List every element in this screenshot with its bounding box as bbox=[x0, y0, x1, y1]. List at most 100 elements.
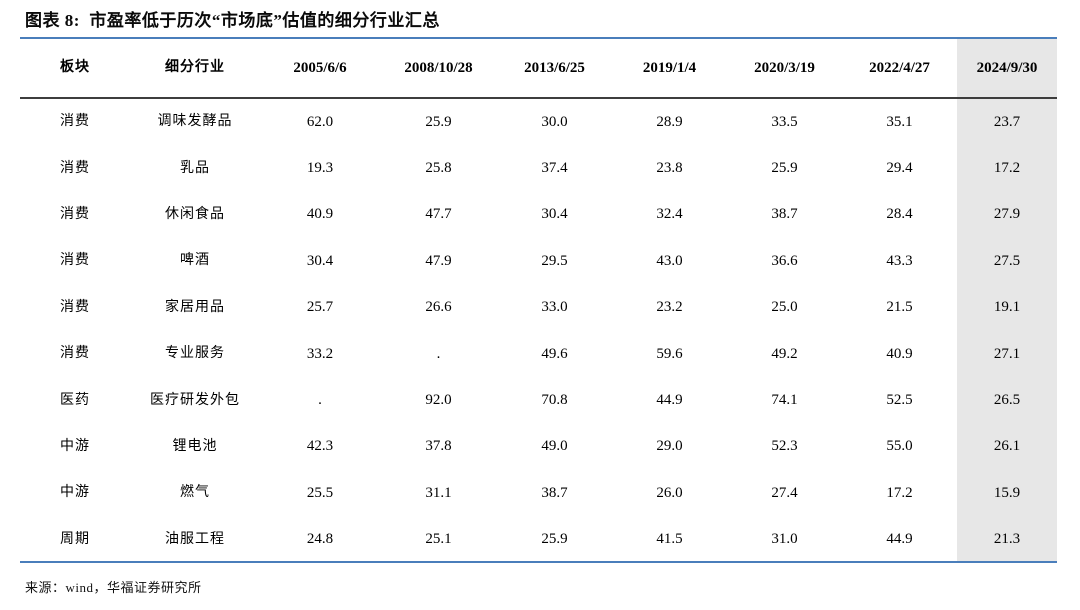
pe-value-cell: 25.9 bbox=[425, 113, 452, 130]
table-row: 消费 乳品 19.3 25.8 37.4 23.8 25.9 29.4 17.2 bbox=[20, 145, 1057, 192]
table-row: 周期 油服工程 24.8 25.1 25.9 41.5 31.0 44.9 21.3 bbox=[20, 516, 1057, 563]
sector-cell: 消费 bbox=[60, 206, 90, 222]
pe-value-cell: 55.0 bbox=[886, 438, 913, 455]
pe-value-cell: 33.2 bbox=[306, 345, 334, 362]
table-row: 消费 啤酒 30.4 47.9 29.5 43.0 36.6 43.3 27.5 bbox=[20, 238, 1057, 285]
figure-title: 图表 8: 市盈率低于历次“市场底”估值的细分行业汇总 bbox=[25, 11, 440, 30]
pe-value-cell: 27.1 bbox=[957, 330, 1057, 378]
sector-cell: 消费 bbox=[60, 160, 90, 176]
sector-cell: 周期 bbox=[60, 531, 90, 547]
header-cell-0: 板块 bbox=[60, 60, 90, 75]
header-cell-8: 2024/9/30 bbox=[957, 39, 1057, 97]
pe-value-cell: 52.3 bbox=[771, 438, 798, 455]
sector-cell: 中游 bbox=[60, 438, 90, 454]
pe-value-cell: 43.0 bbox=[656, 252, 683, 269]
industry-cell: 调味发酵品 bbox=[157, 114, 233, 130]
pe-value-cell: 49.0 bbox=[541, 438, 568, 455]
industry-cell: 燃气 bbox=[180, 485, 210, 501]
pe-value-cell: 49.6 bbox=[541, 345, 568, 362]
pe-value-cell: 21.5 bbox=[886, 299, 913, 316]
table-row: 中游 燃气 25.5 31.1 38.7 26.0 27.4 17.2 15.9 bbox=[20, 470, 1057, 517]
sector-cell: 消费 bbox=[60, 114, 90, 130]
pe-value-cell: 17.2 bbox=[957, 145, 1057, 192]
pe-value-cell: 33.0 bbox=[541, 299, 568, 316]
pe-value-cell: 31.1 bbox=[425, 484, 452, 501]
pe-value-cell: 17.2 bbox=[886, 484, 913, 501]
pe-value-cell: 59.6 bbox=[656, 345, 683, 362]
pe-value-cell: 27.5 bbox=[957, 238, 1057, 285]
table-bottom-rule bbox=[20, 561, 1057, 563]
table-body: 消费 调味发酵品 62.0 25.9 30.0 28.9 33.5 35.1 23.7 消费 乳品 1… bbox=[20, 99, 1057, 563]
header-cell-7: 2022/4/27 bbox=[869, 59, 930, 76]
pe-value-cell: 47.7 bbox=[425, 206, 452, 223]
pe-value-cell: 27.4 bbox=[771, 484, 798, 501]
header-cell-5: 2019/1/4 bbox=[642, 59, 697, 76]
pe-value-cell: 37.8 bbox=[425, 438, 452, 455]
pe-value-cell: 49.2 bbox=[771, 345, 798, 362]
pe-value-cell: 62.0 bbox=[306, 113, 334, 130]
source-note: 来源：wind，华福证券研究所 bbox=[25, 580, 202, 595]
header-cell-1: 细分行业 bbox=[165, 60, 225, 75]
pe-value-cell: 30.0 bbox=[541, 113, 568, 130]
industry-cell: 休闲食品 bbox=[165, 206, 225, 222]
pe-value-cell: 26.0 bbox=[656, 484, 683, 501]
pe-value-cell: 27.9 bbox=[957, 191, 1057, 239]
pe-value-cell: 29.0 bbox=[656, 438, 683, 455]
table-row: 消费 专业服务 33.2. 49.6 59.6 49.2 40.9 27.1 bbox=[20, 330, 1057, 378]
industry-cell: 油服工程 bbox=[165, 531, 225, 547]
pe-value-cell: 19.3 bbox=[306, 160, 334, 177]
pe-value-cell: 19.1 bbox=[957, 284, 1057, 331]
pe-value-cell: 32.4 bbox=[656, 206, 683, 223]
pe-value-cell: 40.9 bbox=[306, 206, 334, 223]
pe-value-cell: . bbox=[436, 345, 441, 362]
industry-cell: 乳品 bbox=[180, 160, 210, 176]
pe-value-cell: 38.7 bbox=[771, 206, 798, 223]
industry-cell: 医疗研发外包 bbox=[150, 392, 240, 408]
pe-value-cell: 26.1 bbox=[957, 423, 1057, 471]
sector-cell: 消费 bbox=[60, 346, 90, 362]
header-cell-6: 2020/3/19 bbox=[754, 59, 815, 76]
sector-cell: 中游 bbox=[60, 485, 90, 501]
pe-value-cell: 44.9 bbox=[656, 392, 683, 409]
pe-value-cell: 29.5 bbox=[541, 252, 568, 269]
industry-cell: 啤酒 bbox=[180, 253, 210, 269]
pe-value-cell: 25.9 bbox=[771, 160, 798, 177]
pe-value-cell: 21.3 bbox=[957, 516, 1057, 563]
table-row: 中游 锂电池 42.3 37.8 49.0 29.0 52.3 55.0 26.1 bbox=[20, 423, 1057, 471]
table-row: 医药 医疗研发外包. 92.0 70.8 44.9 74.1 52.5 26.5 bbox=[20, 377, 1057, 424]
table-row: 消费 调味发酵品 62.0 25.9 30.0 28.9 33.5 35.1 23.7 bbox=[20, 99, 1057, 146]
pe-value-cell: 26.6 bbox=[425, 299, 452, 316]
industry-cell: 专业服务 bbox=[165, 346, 225, 362]
pe-value-cell: 26.5 bbox=[957, 377, 1057, 424]
industry-cell: 家居用品 bbox=[165, 299, 225, 315]
title-divider-rule bbox=[20, 37, 1057, 39]
pe-value-cell: 15.9 bbox=[957, 470, 1057, 517]
pe-value-cell: 28.4 bbox=[886, 206, 913, 223]
pe-value-cell: 43.3 bbox=[886, 252, 913, 269]
industry-cell: 锂电池 bbox=[172, 438, 218, 454]
pe-value-cell: 74.1 bbox=[771, 392, 798, 409]
pe-value-cell: 36.6 bbox=[771, 252, 798, 269]
pe-value-cell: 42.3 bbox=[306, 438, 334, 455]
pe-value-cell: 30.4 bbox=[541, 206, 568, 223]
pe-value-cell: 41.5 bbox=[656, 531, 683, 548]
table-row: 消费 家居用品 25.7 26.6 33.0 23.2 25.0 21.5 19.1 bbox=[20, 284, 1057, 331]
header-cell-3: 2008/10/28 bbox=[404, 59, 473, 76]
pe-value-cell: 25.8 bbox=[425, 160, 452, 177]
valuation-table: 板块 细分行业 2005/6/6 2008/10/28 2013/6/25 2019/1/… bbox=[20, 39, 1057, 563]
pe-value-cell: 25.5 bbox=[306, 484, 334, 501]
pe-value-cell: 28.9 bbox=[656, 113, 683, 130]
pe-value-cell: 44.9 bbox=[886, 531, 913, 548]
table-row: 消费 休闲食品 40.9 47.7 30.4 32.4 38.7 28.4 27.9 bbox=[20, 191, 1057, 239]
sector-cell: 消费 bbox=[60, 253, 90, 269]
pe-value-cell: 23.2 bbox=[656, 299, 683, 316]
table-header-row: 板块 细分行业 2005/6/6 2008/10/28 2013/6/25 2019/1/… bbox=[20, 39, 1057, 99]
pe-value-cell: 23.8 bbox=[656, 160, 683, 177]
pe-value-cell: 40.9 bbox=[886, 345, 913, 362]
pe-value-cell: 33.5 bbox=[771, 113, 798, 130]
pe-value-cell: 35.1 bbox=[886, 113, 913, 130]
pe-value-cell: 29.4 bbox=[886, 160, 913, 177]
pe-value-cell: . bbox=[318, 392, 322, 409]
pe-value-cell: 47.9 bbox=[425, 252, 452, 269]
